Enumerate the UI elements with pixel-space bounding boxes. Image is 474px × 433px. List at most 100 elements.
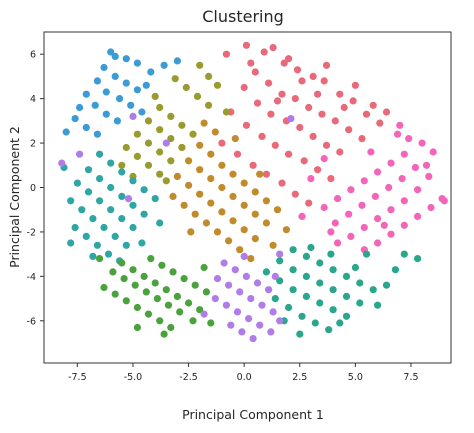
- data-point: [314, 90, 322, 98]
- data-point: [151, 195, 159, 203]
- data-point: [369, 286, 377, 294]
- data-point: [289, 266, 297, 274]
- data-point: [96, 150, 104, 158]
- data-point: [133, 303, 141, 312]
- data-point: [273, 206, 282, 214]
- data-point: [271, 272, 279, 280]
- data-point: [118, 161, 126, 169]
- data-point: [233, 308, 242, 316]
- data-point: [207, 175, 215, 183]
- data-point: [362, 250, 371, 258]
- data-point: [256, 170, 264, 178]
- data-point: [282, 226, 290, 234]
- data-point: [156, 103, 164, 112]
- data-point: [67, 239, 75, 247]
- data-point: [211, 128, 219, 136]
- data-point: [231, 135, 239, 143]
- data-point: [240, 201, 248, 209]
- data-point: [251, 188, 259, 196]
- data-point: [102, 88, 110, 96]
- data-point: [233, 150, 242, 158]
- data-point: [387, 206, 395, 214]
- data-point: [358, 135, 366, 143]
- data-point: [374, 301, 382, 309]
- data-point: [262, 268, 270, 276]
- data-point: [374, 168, 382, 176]
- data-point: [382, 281, 391, 289]
- data-point: [207, 319, 215, 327]
- y-tick-label: -2: [27, 227, 36, 238]
- data-point: [322, 141, 331, 149]
- data-point: [76, 150, 84, 158]
- data-point: [318, 110, 326, 118]
- data-point: [107, 183, 115, 192]
- data-point: [314, 166, 322, 174]
- axis-ticks: -7.5 -5.0 -2.5 0.0 2.5 5.0 7.5 -6 -4 -2 0 2 4 6: [27, 50, 419, 383]
- data-point: [376, 119, 384, 127]
- data-point: [140, 210, 148, 218]
- data-point: [227, 321, 235, 329]
- data-point: [327, 250, 335, 258]
- data-point: [144, 310, 153, 318]
- y-tick-label: -6: [27, 316, 36, 327]
- data-point: [173, 292, 181, 300]
- data-point: [374, 215, 382, 223]
- data-point: [267, 110, 275, 118]
- data-point: [271, 141, 279, 149]
- data-point: [302, 272, 310, 280]
- data-point: [111, 72, 119, 80]
- data-point: [118, 259, 126, 267]
- data-point: [218, 183, 226, 192]
- data-point: [262, 219, 270, 227]
- data-point: [133, 86, 141, 94]
- data-point: [291, 95, 299, 103]
- data-point: [336, 90, 344, 98]
- data-point: [289, 246, 297, 254]
- data-point: [169, 268, 177, 276]
- data-points: [58, 41, 448, 343]
- data-point: [251, 235, 259, 243]
- data-point: [133, 59, 141, 67]
- data-point: [367, 148, 375, 156]
- data-point: [329, 266, 337, 274]
- data-point: [185, 157, 193, 165]
- y-tick-label: -4: [27, 272, 36, 283]
- data-point: [302, 252, 310, 260]
- data-point: [122, 143, 130, 152]
- data-point: [253, 99, 262, 107]
- data-point: [122, 241, 130, 249]
- data-point: [129, 266, 137, 274]
- data-point: [173, 57, 181, 65]
- data-point: [307, 243, 315, 252]
- data-point: [140, 186, 148, 194]
- data-point: [320, 203, 328, 212]
- y-axis-label: Principal Component 2: [7, 126, 22, 268]
- data-point: [396, 121, 404, 129]
- data-point: [316, 299, 324, 307]
- data-point: [247, 255, 255, 263]
- data-point: [360, 177, 368, 185]
- x-tick-label: 5.0: [348, 372, 363, 383]
- data-point: [307, 175, 315, 183]
- data-point: [242, 41, 250, 49]
- data-point: [147, 68, 155, 76]
- data-point: [131, 281, 139, 289]
- data-point: [260, 48, 268, 56]
- data-point: [325, 326, 333, 334]
- data-point: [82, 90, 90, 98]
- data-point: [316, 279, 324, 287]
- data-point: [182, 83, 190, 92]
- data-point: [287, 115, 295, 123]
- data-point: [178, 121, 186, 129]
- data-point: [196, 166, 204, 174]
- data-point: [331, 219, 339, 227]
- data-point: [238, 328, 246, 336]
- data-point: [158, 261, 166, 269]
- data-point: [144, 161, 153, 169]
- data-point: [394, 130, 402, 138]
- data-point: [162, 139, 170, 147]
- data-point: [336, 319, 344, 327]
- data-point: [205, 101, 213, 109]
- data-point: [311, 319, 319, 327]
- data-point: [425, 172, 433, 180]
